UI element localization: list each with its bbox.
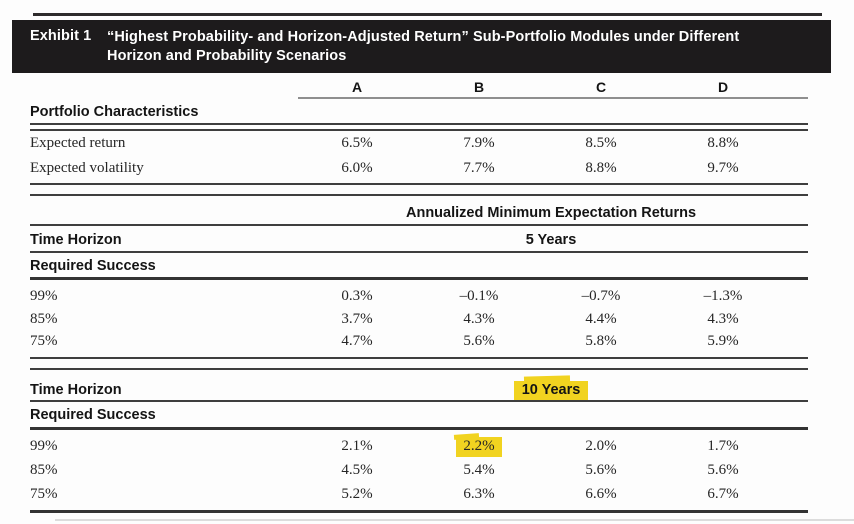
value-cell: 5.6% [585, 462, 617, 478]
value-cell: 3.7% [341, 311, 373, 327]
time-horizon-row-5y: Time Horizon 5 Years [30, 232, 808, 248]
row-label: 75% [30, 486, 58, 502]
page-bottom-rule [55, 519, 854, 521]
value-cell: 4.5% [341, 462, 373, 478]
exhibit-label: Exhibit 1 [30, 28, 92, 44]
value-cell: 0.3% [341, 288, 373, 304]
value-cell: –1.3% [703, 288, 743, 304]
column-header-row: A B C D [30, 79, 808, 95]
value-cell: 2.0% [585, 438, 617, 454]
divider [30, 427, 808, 430]
divider [30, 224, 808, 226]
value-cell: 4.4% [585, 311, 617, 327]
required-success-row-10y: Required Success [30, 407, 808, 423]
value-cell: 1.7% [707, 438, 739, 454]
highlighted-value: 2.2% [456, 437, 502, 457]
column-header-b: B [473, 79, 485, 95]
required-success-label: Required Success [30, 258, 156, 274]
time-horizon-label: Time Horizon [30, 382, 122, 398]
top-rule [33, 13, 822, 16]
value-cell: 7.9% [463, 135, 495, 151]
divider [30, 277, 808, 280]
horizon-value-10y-wrap: 10 Years [296, 381, 806, 400]
time-horizon-row-10y: Time Horizon 10 Years [30, 381, 808, 400]
value-cell: 7.7% [463, 160, 495, 176]
table-row-5y-99: 99% 0.3% –0.1% –0.7% –1.3% [30, 288, 808, 305]
value-cell-highlighted: 2.2% [418, 437, 540, 457]
exhibit-header-bar: Exhibit 1 “Highest Probability- and Hori… [12, 20, 831, 73]
horizon-value-5y: 5 Years [525, 232, 577, 248]
row-label: Expected return [30, 135, 126, 151]
table-row-10y-75: 75% 5.2% 6.3% 6.6% 6.7% [30, 486, 808, 503]
required-success-label: Required Success [30, 407, 156, 423]
value-cell: 9.7% [707, 160, 739, 176]
row-label: 85% [30, 311, 58, 327]
row-label: 85% [30, 462, 58, 478]
value-cell: 6.0% [341, 160, 373, 176]
portfolio-section-title-row: Portfolio Characteristics [30, 104, 808, 120]
exhibit-table: A B C D Portfolio Characteristics Expect… [30, 0, 808, 524]
value-cell: 2.1% [341, 438, 373, 454]
value-cell: 8.8% [707, 135, 739, 151]
value-cell: 5.6% [707, 462, 739, 478]
column-header-a: A [351, 79, 363, 95]
row-label: Expected volatility [30, 160, 144, 176]
divider [30, 357, 808, 370]
table-row-10y-85: 85% 4.5% 5.4% 5.6% 5.6% [30, 462, 808, 479]
row-label: 99% [30, 438, 58, 454]
value-cell: 5.8% [585, 333, 617, 349]
value-cell: 5.6% [463, 333, 495, 349]
value-cell: 5.4% [463, 462, 495, 478]
row-label: 99% [30, 288, 58, 304]
value-cell: 4.3% [463, 311, 495, 327]
value-cell: 8.5% [585, 135, 617, 151]
table-row-5y-85: 85% 3.7% 4.3% 4.4% 4.3% [30, 311, 808, 328]
exhibit-title-line2: Horizon and Probability Scenarios [107, 48, 347, 64]
exhibit-title-line1: “Highest Probability- and Horizon-Adjust… [107, 29, 740, 45]
returns-header-row: Annualized Minimum Expectation Returns [30, 205, 808, 221]
horizon-value-10y-highlight: 10 Years [513, 381, 589, 400]
value-cell: 5.2% [341, 486, 373, 502]
value-cell: 6.6% [585, 486, 617, 502]
value-cell: 8.8% [585, 160, 617, 176]
table-bottom-rule [30, 510, 808, 513]
value-cell: 4.3% [707, 311, 739, 327]
value-cell: 6.5% [341, 135, 373, 151]
divider [30, 123, 808, 131]
value-cell: 6.7% [707, 486, 739, 502]
returns-header: Annualized Minimum Expectation Returns [405, 205, 697, 221]
value-cell: –0.7% [581, 288, 621, 304]
divider [30, 183, 808, 196]
value-cell: –0.1% [459, 288, 499, 304]
row-label: 75% [30, 333, 58, 349]
column-header-d: D [717, 79, 729, 95]
table-row-expected-volatility: Expected volatility 6.0% 7.7% 8.8% 9.7% [30, 160, 808, 177]
table-row-5y-75: 75% 4.7% 5.6% 5.8% 5.9% [30, 333, 808, 350]
value-cell: 5.9% [707, 333, 739, 349]
time-horizon-label: Time Horizon [30, 232, 122, 248]
column-header-c: C [595, 79, 607, 95]
divider [30, 400, 808, 402]
value-cell: 4.7% [341, 333, 373, 349]
table-row-10y-99: 99% 2.1% 2.2% 2.0% 1.7% [30, 437, 808, 457]
table-row-expected-return: Expected return 6.5% 7.9% 8.5% 8.8% [30, 135, 808, 152]
exhibit-title: “Highest Probability- and Horizon-Adjust… [107, 28, 739, 66]
portfolio-section-title: Portfolio Characteristics [30, 104, 199, 120]
required-success-row-5y: Required Success [30, 258, 808, 274]
divider [30, 251, 808, 253]
value-cell: 6.3% [463, 486, 495, 502]
column-header-underline [298, 97, 808, 99]
